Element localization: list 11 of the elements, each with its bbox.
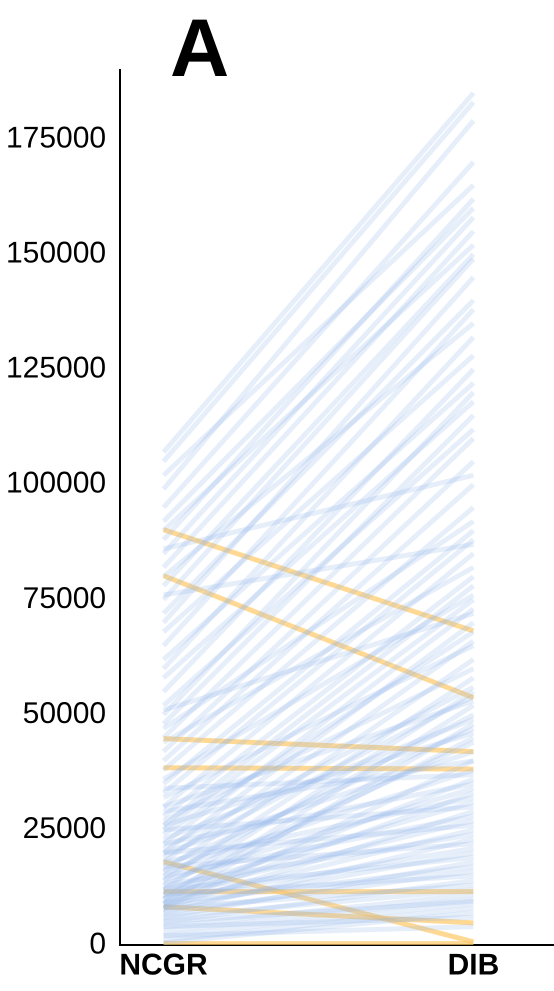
y-tick-label: 100000 [6,466,106,500]
y-tick-label: 50000 [22,697,106,730]
y-tick-label: 175000 [6,121,106,154]
y-tick-label: 125000 [6,352,106,385]
y-tick-label: 75000 [22,582,106,615]
y-tick-label: 0 [89,927,106,960]
x-tick-label: NCGR [119,948,208,982]
y-tick-label: 25000 [22,812,106,846]
y-tick-label: 150000 [6,236,106,270]
x-tick-label: DIB [448,948,500,982]
annotation: A [170,3,230,94]
